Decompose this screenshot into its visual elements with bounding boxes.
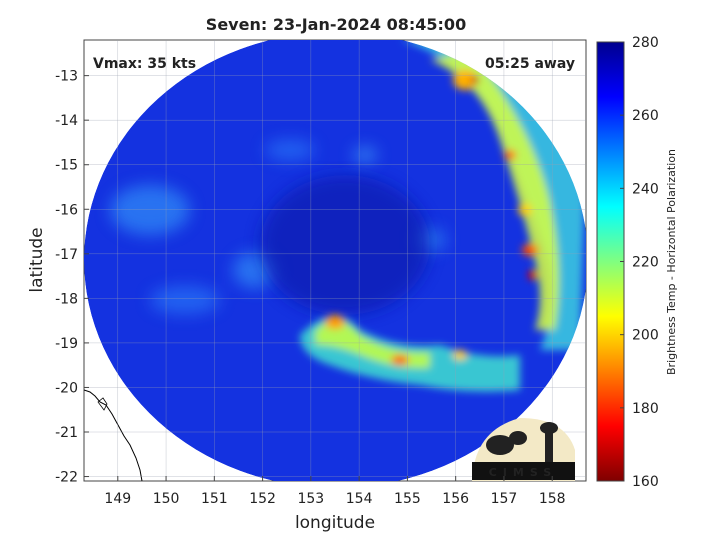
time-away-label: 05:25 away [485,56,575,72]
chart-title: Seven: 23-Jan-2024 08:45:00 [206,15,466,34]
colorbar-ticks: 160 180 200 220 240 260 280 [620,35,659,490]
colorbar-tick-label: 220 [632,255,659,271]
x-tick-label: 149 [104,491,131,507]
rainband-south [300,315,520,392]
colorbar-tick-label: 240 [632,181,659,197]
x-tick-label: 157 [491,491,518,507]
y-axis-label: latitude [27,227,47,292]
colorbar-label: Brightness Temp - Horizontal Polarizatio… [665,149,678,375]
colorbar-tick-label: 280 [632,35,659,51]
y-axis-ticks: -13 -14 -15 -16 -17 -18 -19 -20 -21 -22 [55,69,89,486]
microwave-swath [84,40,586,481]
y-tick-label: -14 [55,113,78,129]
colorbar-tick-label: 260 [632,108,659,124]
x-tick-label: 156 [442,491,469,507]
x-tick-label: 158 [539,491,566,507]
y-tick-label: -22 [55,470,78,486]
y-tick-label: -20 [55,380,78,396]
x-tick-label: 153 [297,491,324,507]
x-tick-label: 150 [153,491,180,507]
y-tick-label: -13 [55,69,78,85]
y-tick-label: -19 [55,336,78,352]
colorbar-tick-label: 200 [632,328,659,344]
y-tick-label: -21 [55,425,78,441]
x-axis-label: longitude [295,513,375,533]
x-axis-ticks: 149 150 151 152 153 154 155 156 157 158 [104,476,566,507]
colorbar-tick-label: 160 [632,474,659,490]
colorbar-tick-label: 180 [632,401,659,417]
x-tick-label: 154 [346,491,373,507]
y-tick-label: -18 [55,291,78,307]
colorbar: 160 180 200 220 240 260 280 Brightness Temp - … [596,35,678,490]
x-tick-label: 151 [201,491,228,507]
coastline [84,389,143,481]
colorbar-bar [596,41,625,482]
x-tick-label: 155 [394,491,421,507]
plot-area: Vmax: 35 kts 05:25 away CIMSS 149 150 151 1… [55,39,587,507]
vmax-label: Vmax: 35 kts [93,56,196,72]
cimss-logo: CIMSS [472,418,575,481]
map-gridlines [84,40,586,481]
x-tick-label: 152 [249,491,276,507]
cimss-logo-text: CIMSS [489,466,557,479]
y-tick-label: -17 [55,247,78,263]
storm-center-region [260,175,430,315]
y-tick-label: -15 [55,158,78,174]
y-tick-label: -16 [55,202,78,218]
